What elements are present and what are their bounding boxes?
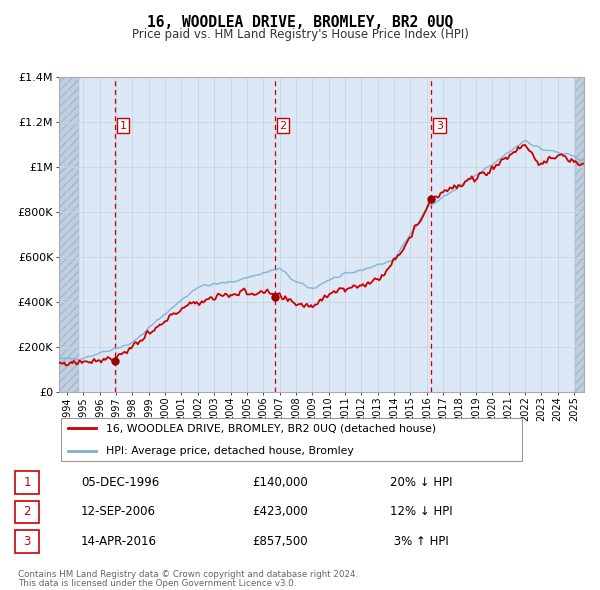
Bar <box>59 77 79 392</box>
Text: This data is licensed under the Open Government Licence v3.0.: This data is licensed under the Open Gov… <box>18 579 296 588</box>
Text: 16, WOODLEA DRIVE, BROMLEY, BR2 0UQ: 16, WOODLEA DRIVE, BROMLEY, BR2 0UQ <box>147 15 453 30</box>
Text: 12-SEP-2006: 12-SEP-2006 <box>81 505 156 519</box>
Text: £140,000: £140,000 <box>252 476 308 489</box>
Text: 16, WOODLEA DRIVE, BROMLEY, BR2 0UQ (detached house): 16, WOODLEA DRIVE, BROMLEY, BR2 0UQ (det… <box>106 423 436 433</box>
Text: 05-DEC-1996: 05-DEC-1996 <box>81 476 159 489</box>
Text: £423,000: £423,000 <box>252 505 308 519</box>
Text: 1: 1 <box>119 120 127 130</box>
Text: 2: 2 <box>280 120 287 130</box>
Text: Contains HM Land Registry data © Crown copyright and database right 2024.: Contains HM Land Registry data © Crown c… <box>18 571 358 579</box>
Text: HPI: Average price, detached house, Bromley: HPI: Average price, detached house, Brom… <box>106 446 353 456</box>
Text: 3: 3 <box>436 120 443 130</box>
Text: 1: 1 <box>23 476 31 489</box>
Text: 12% ↓ HPI: 12% ↓ HPI <box>390 505 452 519</box>
FancyBboxPatch shape <box>61 418 522 461</box>
Text: 2: 2 <box>23 505 31 519</box>
Bar <box>575 77 584 392</box>
Text: £857,500: £857,500 <box>252 535 308 548</box>
Text: 3: 3 <box>23 535 31 548</box>
Text: 14-APR-2016: 14-APR-2016 <box>81 535 157 548</box>
Text: 3% ↑ HPI: 3% ↑ HPI <box>390 535 449 548</box>
Text: Price paid vs. HM Land Registry's House Price Index (HPI): Price paid vs. HM Land Registry's House … <box>131 28 469 41</box>
Text: 20% ↓ HPI: 20% ↓ HPI <box>390 476 452 489</box>
